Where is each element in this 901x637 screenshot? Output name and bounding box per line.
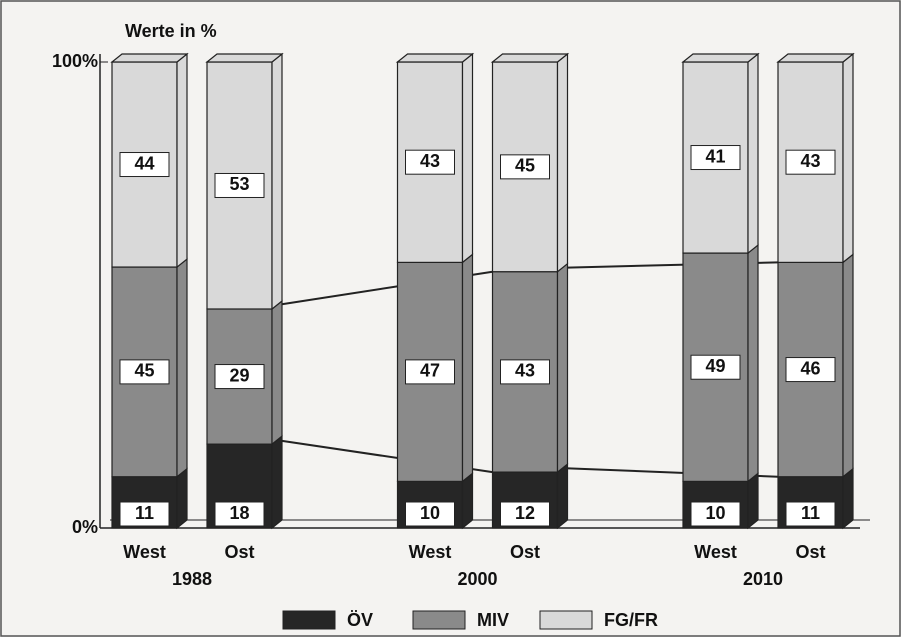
value-label-box — [119, 152, 170, 178]
bar-top — [490, 53, 570, 63]
bar-side — [556, 52, 569, 273]
value-label: 29 — [229, 365, 249, 385]
value-label: 43 — [800, 151, 820, 171]
bar-side — [461, 472, 474, 530]
value-label-box — [690, 145, 741, 171]
bar-side — [461, 253, 474, 483]
value-label: 18 — [229, 503, 249, 523]
value-label: 44 — [134, 153, 154, 173]
legend-label: ÖV — [347, 610, 373, 630]
value-label: 11 — [801, 503, 820, 523]
value-label-box — [214, 501, 265, 527]
x-tick-label: West — [694, 542, 737, 562]
bar-side — [842, 253, 854, 478]
axis-label: Werte in % — [125, 21, 217, 41]
value-label: 45 — [515, 156, 535, 176]
x-tick-label: West — [123, 542, 166, 562]
bar-side — [747, 472, 759, 530]
value-label-box — [690, 501, 741, 527]
bar-top — [395, 53, 475, 63]
bar-side — [271, 299, 283, 446]
bar-side — [747, 52, 759, 255]
x-tick-label: Ost — [510, 542, 540, 562]
value-label-box — [214, 364, 265, 390]
bar-side — [271, 434, 283, 530]
bar-side — [461, 52, 474, 264]
group-label: 1988 — [172, 569, 212, 589]
value-label-box — [500, 359, 550, 385]
legend-label: MIV — [477, 610, 509, 630]
group-label: 2000 — [457, 569, 497, 589]
value-label: 49 — [705, 356, 725, 376]
bar-side — [271, 52, 283, 311]
value-label: 43 — [515, 361, 535, 381]
bar-top — [681, 53, 760, 63]
value-label: 12 — [515, 503, 535, 523]
legend-swatch — [282, 610, 336, 630]
y-tick-label: 100% — [52, 51, 98, 71]
value-label: 10 — [420, 503, 440, 523]
x-tick-label: Ost — [224, 542, 254, 562]
bar-side — [176, 257, 188, 478]
value-label-box — [690, 354, 741, 380]
legend-label: FG/FR — [604, 610, 658, 630]
y-tick-label: 0% — [72, 517, 98, 537]
value-label: 45 — [134, 361, 154, 381]
bar-side — [556, 462, 569, 530]
value-label-box — [405, 359, 455, 385]
bar-side — [556, 262, 569, 474]
value-label: 46 — [800, 358, 820, 378]
x-tick-label: West — [409, 542, 452, 562]
value-label-box — [785, 357, 836, 383]
value-label-box — [405, 501, 455, 527]
bar-side — [176, 52, 188, 269]
bar-top — [776, 53, 855, 63]
value-label: 10 — [705, 503, 725, 523]
value-label-box — [119, 501, 170, 527]
bar-side — [842, 467, 854, 530]
bar-side — [842, 52, 854, 264]
bar-side — [176, 467, 188, 530]
value-label-box — [785, 501, 836, 527]
legend-swatch — [539, 610, 593, 630]
value-label: 41 — [705, 146, 725, 166]
legend-swatch — [412, 610, 466, 630]
x-tick-label: Ost — [795, 542, 825, 562]
value-label-box — [214, 172, 265, 198]
value-label: 43 — [420, 151, 440, 171]
value-label-box — [405, 149, 455, 175]
value-label-box — [119, 359, 170, 385]
group-label: 2010 — [743, 569, 783, 589]
value-label-box — [500, 501, 550, 527]
value-label-box — [785, 149, 836, 175]
bar-top — [110, 53, 189, 63]
value-label: 53 — [229, 174, 249, 194]
bar-top — [205, 53, 284, 63]
bar-side — [747, 243, 759, 483]
value-label-box — [500, 154, 550, 180]
value-label: 47 — [420, 361, 440, 381]
value-label: 11 — [135, 503, 154, 523]
